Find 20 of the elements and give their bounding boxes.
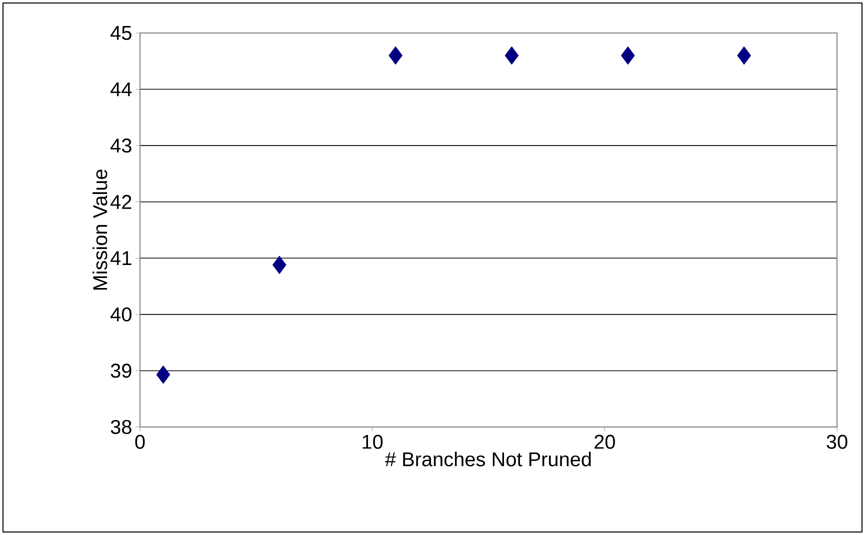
y-tick-label: 39 — [110, 364, 132, 378]
x-tick-label: 30 — [826, 434, 848, 449]
x-tick-label: 10 — [362, 434, 383, 449]
y-axis-title: Mission Value — [92, 170, 108, 290]
x-tick-label: 0 — [135, 434, 145, 449]
y-tick-label: 41 — [110, 251, 132, 265]
point — [737, 46, 752, 65]
point — [388, 46, 403, 65]
y-tick-label: 45 — [110, 26, 132, 40]
x-axis-title: # Branches Not Pruned — [385, 452, 591, 466]
y-tick-label: 43 — [110, 138, 132, 153]
point — [620, 46, 635, 65]
point — [504, 46, 519, 65]
point — [272, 256, 286, 274]
x-tick-label: 20 — [594, 434, 615, 449]
y-tick-label: 38 — [110, 420, 132, 434]
y-tick-label: 42 — [110, 194, 132, 209]
point — [156, 365, 170, 384]
y-tick-label: 44 — [110, 82, 132, 96]
y-tick-label: 40 — [110, 307, 132, 322]
